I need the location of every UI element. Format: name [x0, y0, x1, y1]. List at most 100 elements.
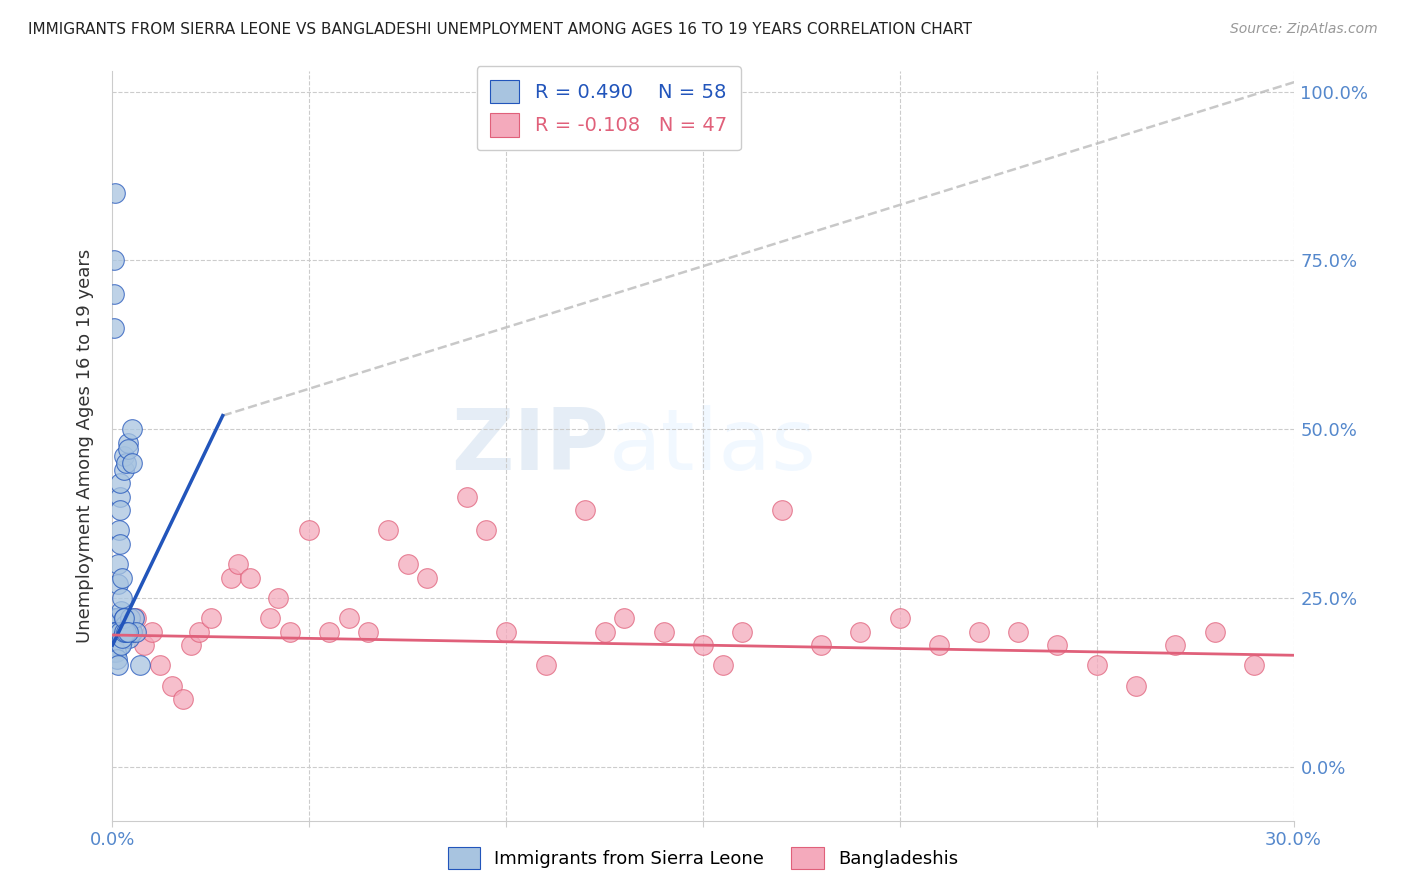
Point	[115, 456, 138, 470]
Point	[112, 624, 135, 639]
Point	[107, 658, 129, 673]
Point	[125, 624, 148, 639]
Point	[121, 624, 143, 639]
Point	[149, 658, 172, 673]
Point	[110, 476, 132, 491]
Point	[200, 611, 222, 625]
Point	[110, 638, 132, 652]
Legend: Immigrants from Sierra Leone, Bangladeshis: Immigrants from Sierra Leone, Bangladesh…	[439, 838, 967, 879]
Point	[107, 577, 129, 591]
Point	[110, 624, 132, 639]
Point	[103, 638, 125, 652]
Point	[110, 638, 132, 652]
Point	[810, 638, 832, 652]
Point	[108, 537, 131, 551]
Point	[1164, 638, 1187, 652]
Point	[967, 624, 990, 639]
Point	[652, 624, 675, 639]
Text: IMMIGRANTS FROM SIERRA LEONE VS BANGLADESHI UNEMPLOYMENT AMONG AGES 16 TO 19 YEA: IMMIGRANTS FROM SIERRA LEONE VS BANGLADE…	[28, 22, 972, 37]
Point	[711, 658, 734, 673]
Text: Source: ZipAtlas.com: Source: ZipAtlas.com	[1230, 22, 1378, 37]
Point	[574, 503, 596, 517]
Point	[118, 632, 141, 646]
Point	[172, 692, 194, 706]
Point	[259, 611, 281, 625]
Point	[121, 422, 143, 436]
Point	[112, 624, 135, 639]
Point	[110, 604, 132, 618]
Point	[105, 611, 128, 625]
Point	[239, 571, 262, 585]
Point	[278, 624, 301, 639]
Point	[160, 679, 183, 693]
Point	[107, 557, 129, 571]
Point	[103, 253, 125, 268]
Point	[117, 435, 139, 450]
Point	[188, 624, 211, 639]
Point	[111, 632, 134, 646]
Point	[1046, 638, 1069, 652]
Point	[105, 624, 128, 639]
Point	[103, 624, 125, 639]
Point	[534, 658, 557, 673]
Point	[928, 638, 950, 652]
Point	[103, 321, 125, 335]
Point	[1204, 624, 1226, 639]
Point	[121, 624, 143, 639]
Point	[475, 524, 498, 538]
Point	[103, 638, 125, 652]
Point	[112, 611, 135, 625]
Point	[101, 645, 124, 659]
Point	[357, 624, 380, 639]
Point	[107, 524, 129, 538]
Point	[593, 624, 616, 639]
Point	[112, 449, 135, 463]
Point	[110, 490, 132, 504]
Point	[129, 658, 152, 673]
Point	[132, 638, 155, 652]
Point	[107, 624, 129, 639]
Point	[112, 611, 135, 625]
Point	[111, 591, 134, 605]
Point	[117, 624, 139, 639]
Point	[117, 624, 139, 639]
Point	[770, 503, 793, 517]
Point	[120, 611, 142, 625]
Y-axis label: Unemployment Among Ages 16 to 19 years: Unemployment Among Ages 16 to 19 years	[76, 249, 94, 643]
Point	[110, 503, 132, 517]
Text: atlas: atlas	[609, 404, 817, 488]
Point	[105, 651, 128, 665]
Point	[1085, 658, 1108, 673]
Point	[105, 632, 128, 646]
Point	[1243, 658, 1265, 673]
Point	[125, 611, 148, 625]
Point	[267, 591, 290, 605]
Point	[115, 624, 138, 639]
Point	[117, 624, 139, 639]
Point	[111, 571, 134, 585]
Point	[104, 624, 127, 639]
Point	[117, 442, 139, 457]
Point	[121, 456, 143, 470]
Point	[112, 462, 135, 476]
Point	[692, 638, 714, 652]
Point	[110, 624, 132, 639]
Point	[104, 624, 127, 639]
Point	[337, 611, 360, 625]
Point	[613, 611, 636, 625]
Point	[122, 611, 145, 625]
Point	[105, 645, 128, 659]
Point	[1007, 624, 1029, 639]
Text: ZIP: ZIP	[451, 404, 609, 488]
Point	[141, 624, 163, 639]
Point	[112, 632, 135, 646]
Point	[456, 490, 478, 504]
Point	[219, 571, 242, 585]
Point	[416, 571, 439, 585]
Point	[114, 618, 136, 632]
Point	[495, 624, 517, 639]
Point	[228, 557, 250, 571]
Point	[105, 618, 128, 632]
Point	[104, 186, 127, 200]
Point	[377, 524, 399, 538]
